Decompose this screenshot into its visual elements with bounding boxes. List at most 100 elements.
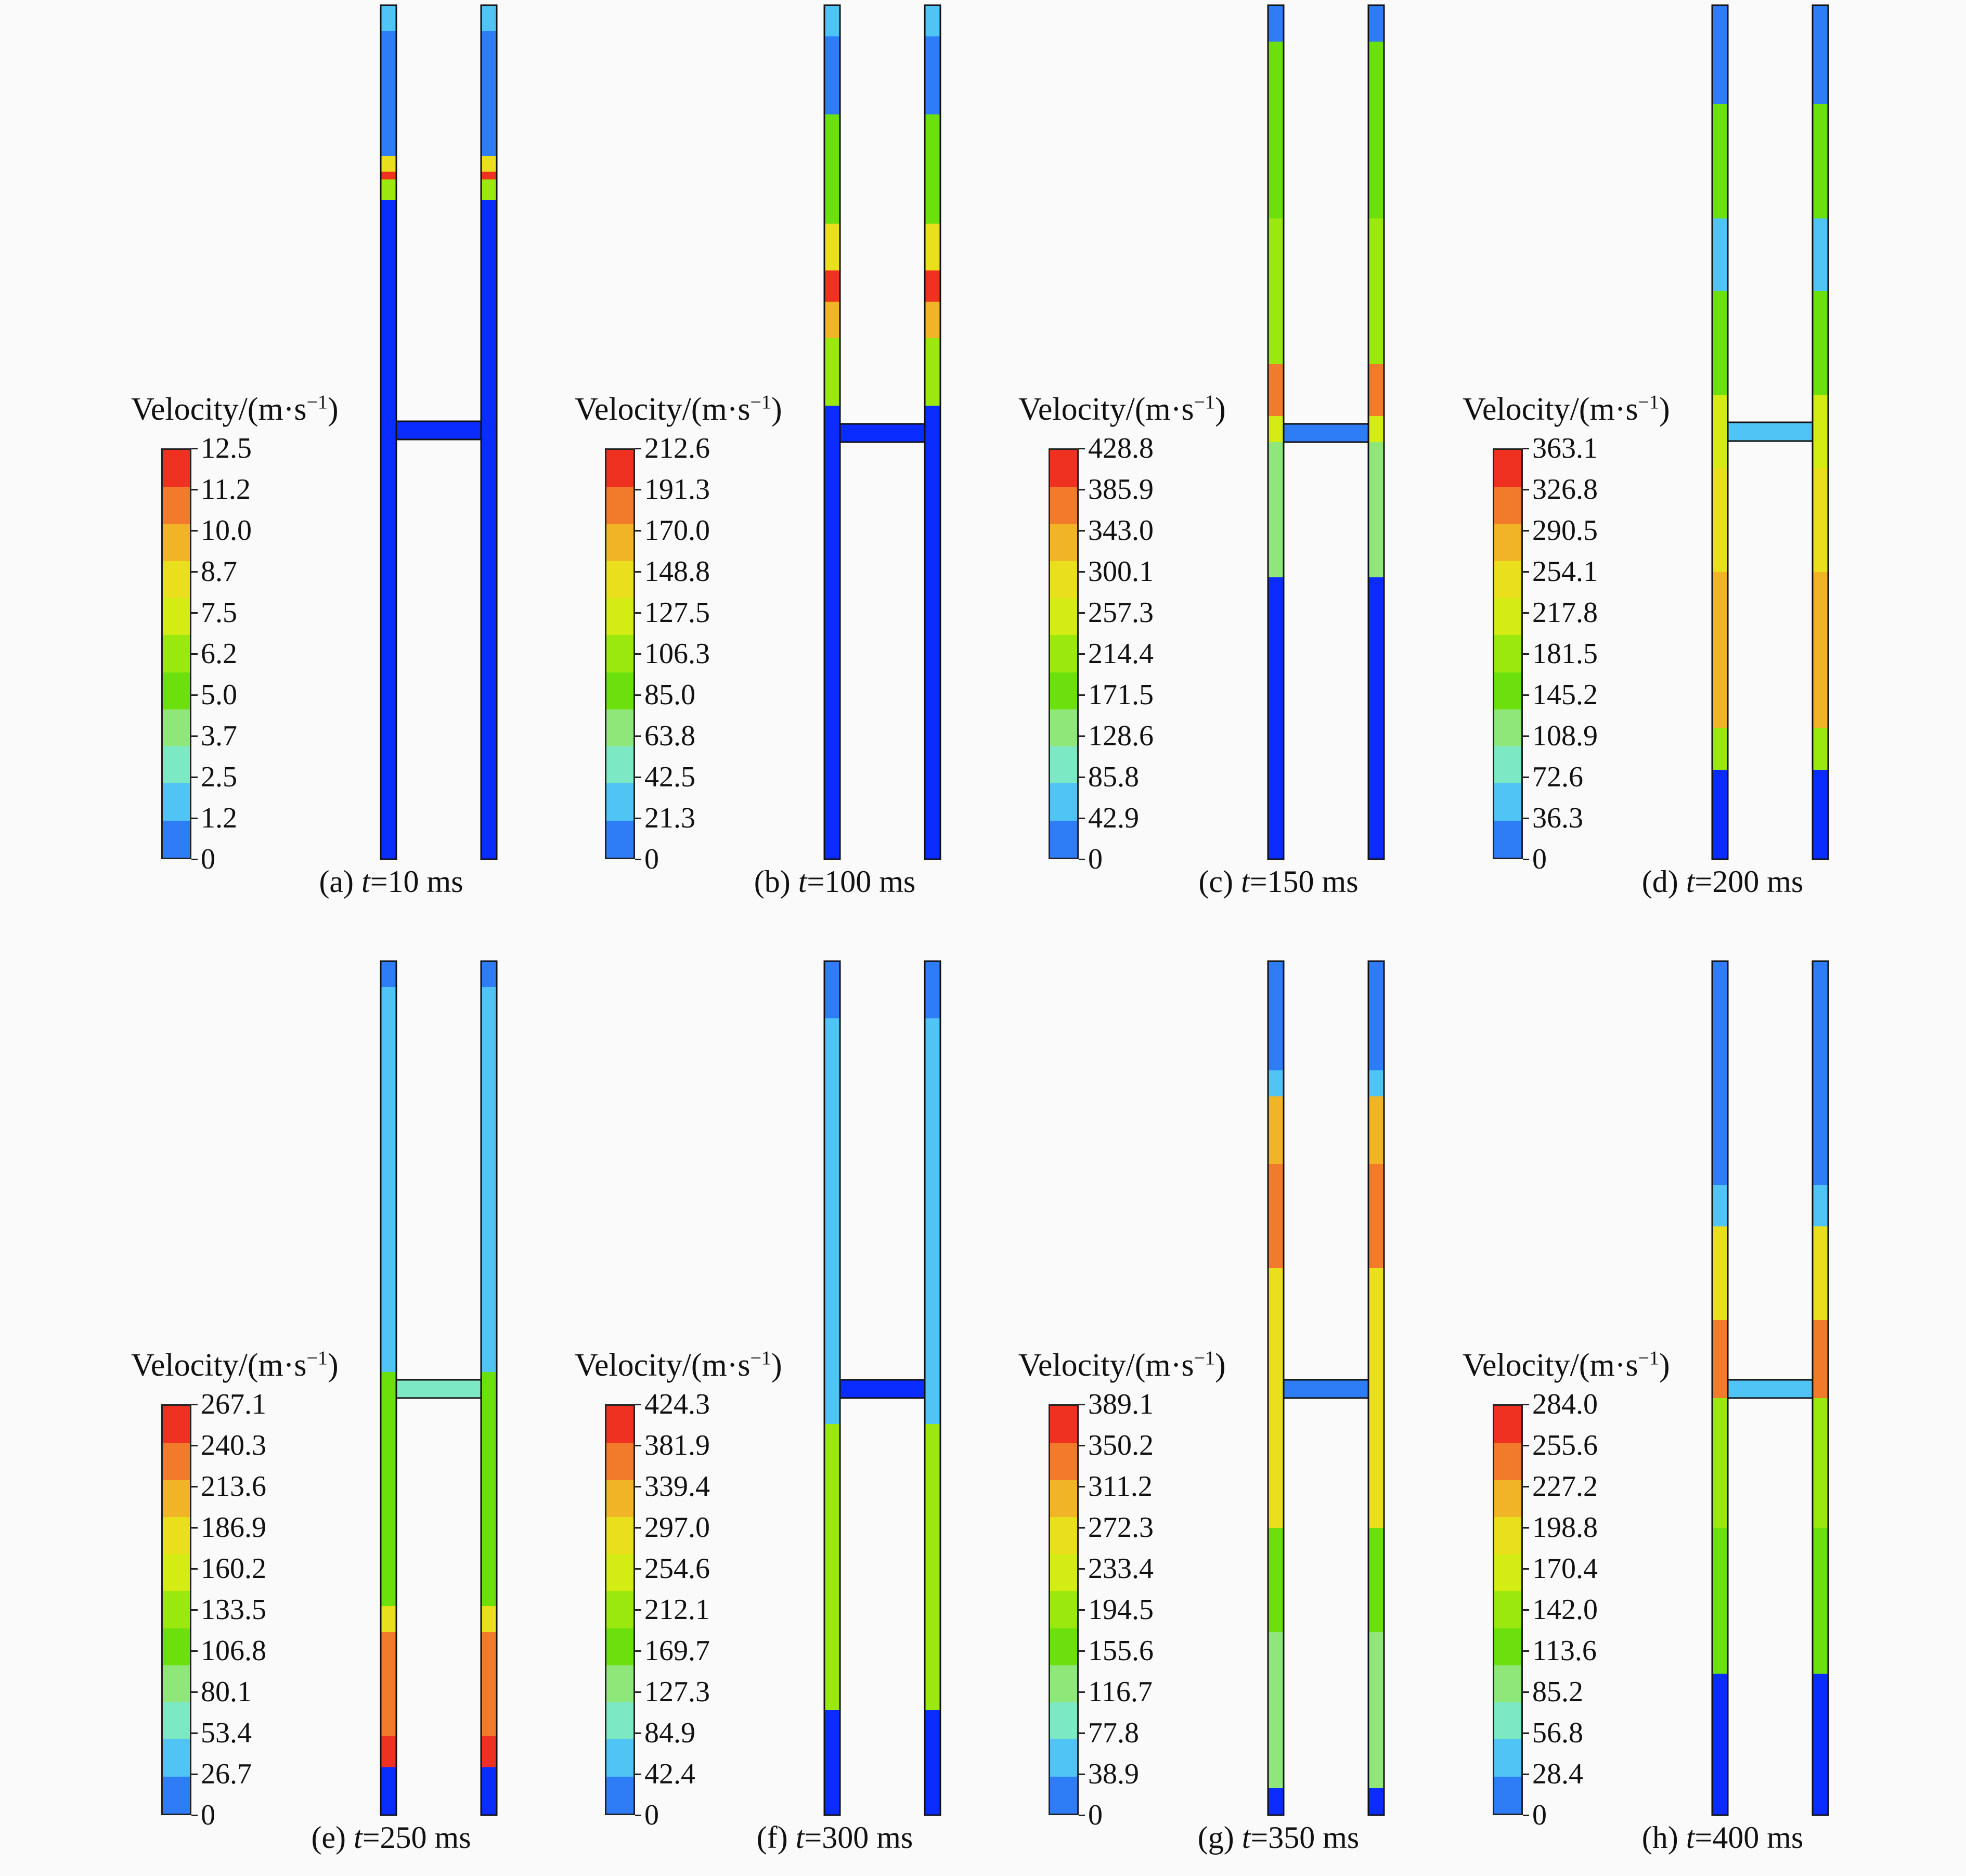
colorbar-segment <box>1050 561 1077 599</box>
right-column-band <box>925 36 940 114</box>
colorbar-tick-label: 343.0 <box>1088 514 1154 547</box>
colorbar-segment <box>606 524 633 561</box>
right-column-band <box>481 5 497 31</box>
crossbar-outline <box>1727 421 1814 442</box>
colorbar-tick <box>1079 1527 1085 1529</box>
colorbar-tick-label: 257.3 <box>1088 597 1154 629</box>
colorbar-tick <box>1523 1445 1529 1446</box>
colorbar-tick <box>635 1609 641 1611</box>
left-column-band <box>824 406 840 859</box>
colorbar-segment <box>1050 1702 1077 1740</box>
panel-e: Velocity/(m·s−1) 267.1 240.3 213.6 186.9 160… <box>130 956 574 1855</box>
colorbar-tick-label: 214.4 <box>1088 638 1154 670</box>
colorbar-segment <box>1050 672 1077 709</box>
colorbar-tick-label: 339.4 <box>644 1470 710 1503</box>
left-column-band <box>381 1606 396 1632</box>
left-column-band <box>381 1122 396 1372</box>
colorbar-tick-label: 3.7 <box>201 720 237 752</box>
colorbar-tick <box>191 571 198 573</box>
colorbar-segment <box>606 598 633 636</box>
crossbar-outline <box>839 423 926 443</box>
colorbar-segment <box>1494 561 1521 599</box>
colorbar-segment <box>1494 1406 1521 1443</box>
colorbar-segment <box>1050 820 1077 858</box>
colorbar-title: Velocity/(m·s−1) <box>575 1347 782 1383</box>
right-column-band <box>925 1601 940 1710</box>
colorbar-tick <box>1079 571 1085 573</box>
colorbar-tick-label: 72.6 <box>1532 761 1583 793</box>
left-column-band <box>824 1424 840 1601</box>
colorbar-tick <box>1079 1815 1085 1816</box>
colorbar-tick-label: 255.6 <box>1532 1429 1598 1461</box>
colorbar-tick <box>635 818 641 819</box>
right-column-band <box>925 406 940 859</box>
colorbar-segment <box>606 450 633 487</box>
colorbar-tick-label: 0 <box>201 843 215 875</box>
colorbar-tick <box>1079 1691 1085 1693</box>
colorbar-segment <box>606 1517 633 1555</box>
colorbar-segment <box>1494 1517 1521 1555</box>
panel-caption: (h) t=400 ms <box>1641 1820 1804 1855</box>
colorbar-tick <box>1523 1609 1529 1611</box>
colorbar-tick <box>1523 1568 1529 1570</box>
panel-g: Velocity/(m·s−1) 389.1 350.2 311.2 272.3 233… <box>1017 956 1461 1855</box>
colorbar-tick <box>1079 653 1085 655</box>
colorbar-tick-label: 1.2 <box>201 802 237 834</box>
right-column-band <box>1813 1226 1828 1320</box>
h-channel-contour <box>1711 960 1829 1816</box>
colorbar-tick-label: 272.3 <box>1088 1511 1154 1544</box>
left-column-band <box>381 200 396 859</box>
h-channel-contour <box>380 4 498 860</box>
colorbar-tick-label: 227.2 <box>1532 1470 1598 1503</box>
colorbar-tick-label: 11.2 <box>201 473 251 506</box>
colorbar-tick <box>635 1404 641 1405</box>
colorbar-tick-label: 133.5 <box>201 1594 266 1626</box>
colorbar-segment <box>163 450 190 487</box>
colorbar-segment <box>1494 1739 1521 1777</box>
right-column-band <box>481 1632 497 1736</box>
colorbar-segment <box>606 561 633 599</box>
right-column-band <box>1813 572 1828 728</box>
colorbar-tick <box>191 1691 198 1693</box>
colorbar-tick-label: 169.7 <box>644 1635 710 1667</box>
colorbar-segment <box>1050 635 1077 672</box>
colorbar-segment <box>606 1591 633 1628</box>
colorbar-tick-label: 148.8 <box>644 555 710 588</box>
left-column-band <box>824 338 840 406</box>
left-column-band <box>1712 770 1728 859</box>
right-column-band <box>1813 770 1828 859</box>
colorbar-tick-label: 106.3 <box>644 638 710 670</box>
colorbar-tick-label: 213.6 <box>201 1470 266 1503</box>
colorbar-segment <box>606 635 633 672</box>
colorbar-tick <box>191 735 198 737</box>
colorbar-segment <box>1050 1776 1077 1814</box>
left-column-band <box>1268 416 1284 442</box>
colorbar-tick-label: 300.1 <box>1088 555 1154 588</box>
colorbar-tick-label: 53.4 <box>201 1717 252 1749</box>
colorbar-tick <box>1523 818 1529 819</box>
right-column-band <box>481 156 497 172</box>
colorbar-tick <box>1523 1527 1529 1529</box>
colorbar-tick-label: 21.3 <box>644 802 695 834</box>
right-column-band <box>925 224 940 270</box>
colorbar-tick-label: 284.0 <box>1532 1388 1598 1420</box>
colorbar-tick-label: 0 <box>1088 843 1103 875</box>
colorbar-tick-label: 10.0 <box>201 514 252 547</box>
colorbar-tick-label: 38.9 <box>1088 1758 1139 1790</box>
left-column-band <box>1268 1528 1284 1632</box>
right-column-band <box>1813 1528 1828 1674</box>
left-column-band <box>824 1710 840 1815</box>
right-column-band <box>1368 961 1384 1070</box>
right-column-band <box>1368 1632 1384 1788</box>
left-column-band <box>1712 468 1728 572</box>
colorbar-tick <box>635 694 641 696</box>
left-column-band <box>1712 395 1728 468</box>
left-column-band <box>1268 364 1284 416</box>
colorbar-tick <box>635 1691 641 1693</box>
colorbar-segment <box>1494 1665 1521 1703</box>
colorbar <box>161 448 191 859</box>
right-column-band <box>1368 1070 1384 1096</box>
right-column-band <box>925 338 940 406</box>
right-column-band <box>481 179 497 200</box>
crossbar-outline <box>1283 423 1369 443</box>
